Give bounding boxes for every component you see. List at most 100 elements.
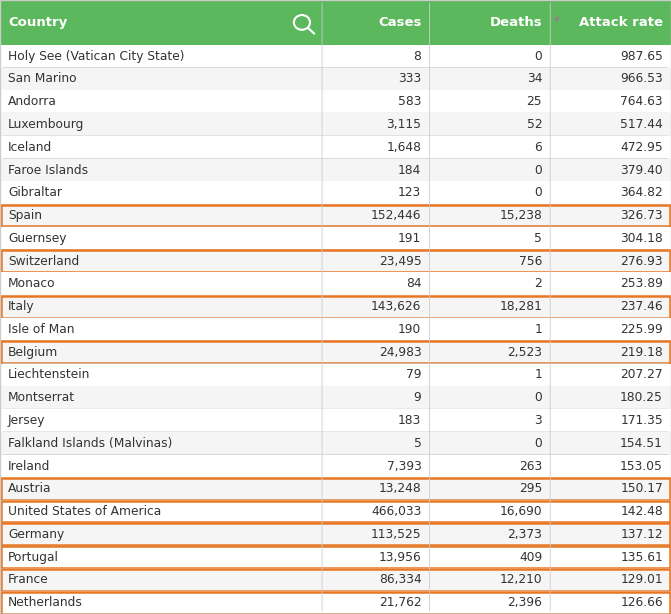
Text: 0: 0 (534, 437, 542, 449)
Text: Portugal: Portugal (8, 551, 59, 564)
Text: Netherlands: Netherlands (8, 596, 83, 609)
Text: 13,248: 13,248 (378, 482, 421, 495)
Text: Ireland: Ireland (8, 459, 50, 473)
Text: 2,396: 2,396 (507, 596, 542, 609)
Text: 84: 84 (406, 278, 421, 290)
Text: 253.89: 253.89 (620, 278, 663, 290)
Bar (0, 158, 671, 181)
Bar (0, 523, 671, 546)
Bar (0, 250, 671, 273)
Bar (0, 227, 671, 250)
Text: 333: 333 (398, 72, 421, 85)
Text: San Marino: San Marino (8, 72, 76, 85)
Bar (0, 273, 671, 295)
Bar (0, 295, 671, 318)
Text: Guernsey: Guernsey (8, 232, 66, 245)
Bar (0, 0, 671, 45)
Bar (0, 68, 671, 90)
Text: 24,983: 24,983 (378, 346, 421, 359)
Text: 1: 1 (534, 323, 542, 336)
Text: 379.40: 379.40 (620, 163, 663, 177)
Bar (0, 181, 671, 204)
Text: Jersey: Jersey (8, 414, 46, 427)
Text: 0: 0 (534, 391, 542, 404)
Bar (0, 363, 671, 386)
Text: 987.65: 987.65 (620, 50, 663, 63)
Bar (0, 341, 671, 363)
Text: 123: 123 (398, 186, 421, 200)
Text: 25: 25 (527, 95, 542, 108)
Text: 276.93: 276.93 (620, 255, 663, 268)
Text: Andorra: Andorra (8, 95, 57, 108)
Bar (1, 296, 670, 317)
Text: 295: 295 (519, 482, 542, 495)
Text: 16,690: 16,690 (499, 505, 542, 518)
Text: 6: 6 (534, 141, 542, 154)
Text: 171.35: 171.35 (620, 414, 663, 427)
Text: 52: 52 (527, 118, 542, 131)
Text: France: France (8, 573, 49, 586)
Text: 263: 263 (519, 459, 542, 473)
Text: 15,238: 15,238 (499, 209, 542, 222)
Text: 966.53: 966.53 (620, 72, 663, 85)
Bar (1, 204, 670, 227)
Text: Germany: Germany (8, 528, 64, 541)
Text: 7,393: 7,393 (386, 459, 421, 473)
Text: 5: 5 (534, 232, 542, 245)
Text: Iceland: Iceland (8, 141, 52, 154)
Bar (1, 478, 670, 500)
Text: 137.12: 137.12 (620, 528, 663, 541)
Bar (0, 90, 671, 113)
Bar (0, 318, 671, 341)
Text: 9: 9 (413, 391, 421, 404)
Bar (1, 500, 670, 523)
Text: 326.73: 326.73 (620, 209, 663, 222)
Text: 409: 409 (519, 551, 542, 564)
Text: 3,115: 3,115 (386, 118, 421, 131)
Bar (0, 432, 671, 454)
Text: 0: 0 (534, 163, 542, 177)
Text: 79: 79 (406, 368, 421, 381)
Text: Gibraltar: Gibraltar (8, 186, 62, 200)
Text: 34: 34 (527, 72, 542, 85)
Text: 21,762: 21,762 (378, 596, 421, 609)
Text: United States of America: United States of America (8, 505, 161, 518)
Bar (0, 569, 671, 591)
Text: Switzerland: Switzerland (8, 255, 79, 268)
Text: ▼: ▼ (554, 15, 560, 24)
Text: 1,648: 1,648 (386, 141, 421, 154)
Text: 0: 0 (534, 186, 542, 200)
Text: 152,446: 152,446 (371, 209, 421, 222)
Bar (1, 251, 670, 272)
Text: Attack rate: Attack rate (579, 16, 663, 29)
Text: 225.99: 225.99 (620, 323, 663, 336)
Text: 219.18: 219.18 (620, 346, 663, 359)
Text: 472.95: 472.95 (620, 141, 663, 154)
Text: Monaco: Monaco (8, 278, 56, 290)
Bar (0, 409, 671, 432)
Text: 153.05: 153.05 (620, 459, 663, 473)
Bar (0, 500, 671, 523)
Text: Liechtenstein: Liechtenstein (8, 368, 91, 381)
Text: 517.44: 517.44 (620, 118, 663, 131)
Text: Belgium: Belgium (8, 346, 58, 359)
Text: 364.82: 364.82 (620, 186, 663, 200)
Text: 12,210: 12,210 (499, 573, 542, 586)
Text: 207.27: 207.27 (620, 368, 663, 381)
Bar (0, 113, 671, 136)
Text: Austria: Austria (8, 482, 52, 495)
Bar (1, 546, 670, 568)
Text: 8: 8 (413, 50, 421, 63)
Text: 0: 0 (534, 50, 542, 63)
Bar (0, 136, 671, 158)
Text: 23,495: 23,495 (378, 255, 421, 268)
Text: 237.46: 237.46 (620, 300, 663, 313)
Text: 154.51: 154.51 (620, 437, 663, 449)
Bar (0, 204, 671, 227)
Text: 304.18: 304.18 (620, 232, 663, 245)
Text: 764.63: 764.63 (620, 95, 663, 108)
Text: 143,626: 143,626 (371, 300, 421, 313)
Text: 466,033: 466,033 (371, 505, 421, 518)
Text: 190: 190 (398, 323, 421, 336)
Text: 113,525: 113,525 (371, 528, 421, 541)
